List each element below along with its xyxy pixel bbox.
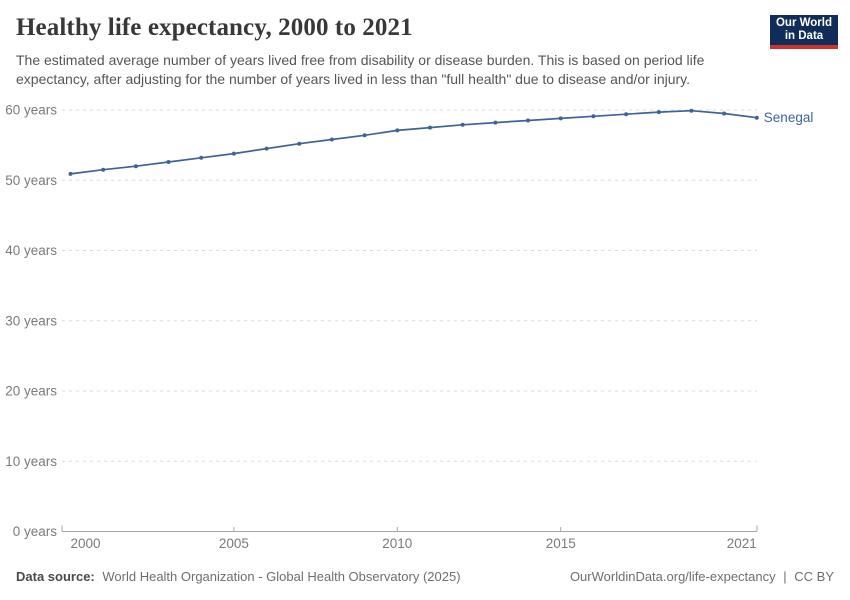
x-axis-tick-label: 2005 bbox=[219, 536, 249, 551]
data-source: Data source: World Health Organization -… bbox=[16, 569, 461, 584]
footer-attribution: OurWorldinData.org/life-expectancy | CC … bbox=[570, 569, 834, 584]
data-point-marker bbox=[166, 160, 171, 164]
data-point-marker bbox=[624, 112, 629, 117]
data-point-marker bbox=[558, 116, 563, 121]
owid-link[interactable]: OurWorldinData.org/life-expectancy bbox=[569, 569, 776, 584]
owid-logo-line1: Our World bbox=[775, 17, 832, 29]
data-point-marker bbox=[297, 141, 302, 146]
chart-subtitle: The estimated average number of years li… bbox=[16, 52, 705, 87]
series-entity-label: Senegal bbox=[764, 110, 814, 125]
data-source-text: World Health Organization - Global Healt… bbox=[102, 569, 461, 584]
x-axis-tick-label: 2010 bbox=[382, 536, 412, 551]
series-line bbox=[69, 109, 758, 175]
data-point-marker bbox=[199, 155, 204, 160]
x-axis-tick-label: 2000 bbox=[71, 536, 101, 551]
data-point-marker bbox=[68, 171, 73, 176]
data-point-marker bbox=[133, 164, 138, 169]
y-axis-tick-label: 40 years bbox=[5, 243, 57, 258]
license-label: CC BY bbox=[794, 569, 834, 584]
data-source-label: Data source: bbox=[16, 569, 95, 584]
y-axis-tick-label: 50 years bbox=[5, 173, 57, 188]
chart-footer: Data source: World Health Organization -… bbox=[16, 569, 834, 584]
data-point-marker bbox=[460, 122, 465, 127]
data-point-marker bbox=[591, 114, 596, 119]
data-point-marker bbox=[101, 167, 106, 172]
data-point-marker bbox=[395, 128, 400, 133]
chart-title: Healthy life expectancy, 2000 to 2021 bbox=[16, 14, 413, 41]
data-point-marker bbox=[722, 111, 727, 116]
y-axis-tick-label: 0 years bbox=[13, 524, 58, 539]
x-axis-tick-label: 2015 bbox=[546, 536, 576, 551]
owid-logo: Our World in Data bbox=[770, 15, 838, 49]
data-point-marker bbox=[754, 115, 759, 120]
y-axis-tick-label: 60 years bbox=[5, 103, 57, 118]
data-point-marker bbox=[428, 125, 432, 130]
data-point-marker bbox=[689, 108, 694, 113]
data-point-marker bbox=[329, 137, 334, 142]
data-point-marker bbox=[493, 120, 498, 125]
data-point-marker bbox=[231, 151, 236, 156]
y-axis-tick-label: 30 years bbox=[5, 313, 57, 328]
y-axis-tick-label: 20 years bbox=[5, 384, 57, 399]
data-point-marker bbox=[656, 110, 661, 115]
data-point-marker bbox=[362, 133, 367, 138]
y-axis-tick-label: 10 years bbox=[5, 454, 57, 469]
owid-logo-line2: in Data bbox=[784, 30, 824, 42]
x-axis-tick-label: 2021 bbox=[727, 536, 757, 551]
footer-separator: | bbox=[783, 569, 787, 584]
data-point-marker bbox=[264, 146, 269, 151]
data-point-marker bbox=[526, 118, 530, 123]
